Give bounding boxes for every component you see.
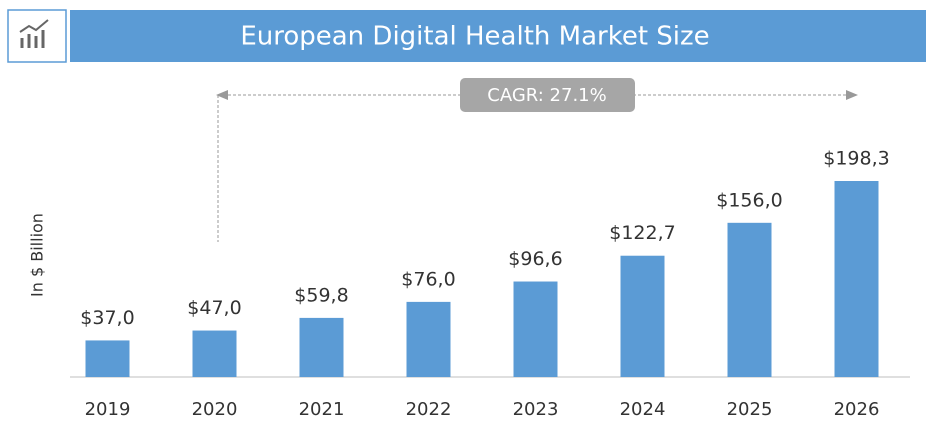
value-label: $59,8 bbox=[294, 284, 348, 306]
cagr-label: CAGR: 27.1% bbox=[487, 85, 606, 106]
x-tick-label: 2024 bbox=[620, 399, 666, 420]
arrow-right bbox=[846, 90, 858, 100]
y-axis-label: In $ Billion bbox=[28, 213, 47, 297]
x-tick-label: 2025 bbox=[727, 399, 773, 420]
chart-title: European Digital Health Market Size bbox=[240, 22, 709, 52]
bar bbox=[620, 255, 665, 377]
x-tick-label: 2022 bbox=[406, 399, 452, 420]
bar bbox=[299, 317, 344, 377]
bar bbox=[192, 330, 237, 377]
value-label: $47,0 bbox=[187, 297, 241, 319]
x-tick-label: 2019 bbox=[85, 399, 131, 420]
header-band bbox=[70, 10, 926, 62]
value-label: $96,6 bbox=[508, 248, 562, 270]
bar bbox=[513, 281, 558, 377]
bar bbox=[834, 181, 879, 377]
bar bbox=[727, 222, 772, 377]
x-tick-label: 2026 bbox=[834, 399, 880, 420]
value-label: $198,3 bbox=[823, 148, 889, 170]
bar bbox=[406, 301, 451, 377]
arrow-left bbox=[216, 90, 228, 100]
cagr-box bbox=[460, 78, 635, 112]
x-tick-label: 2021 bbox=[299, 399, 345, 420]
bar bbox=[85, 340, 130, 377]
value-label: $37,0 bbox=[80, 307, 134, 329]
value-label: $122,7 bbox=[609, 222, 675, 244]
value-label: $76,0 bbox=[401, 268, 455, 290]
x-tick-label: 2023 bbox=[513, 399, 559, 420]
value-label: $156,0 bbox=[716, 189, 782, 211]
x-tick-label: 2020 bbox=[192, 399, 238, 420]
icon bbox=[19, 19, 49, 48]
